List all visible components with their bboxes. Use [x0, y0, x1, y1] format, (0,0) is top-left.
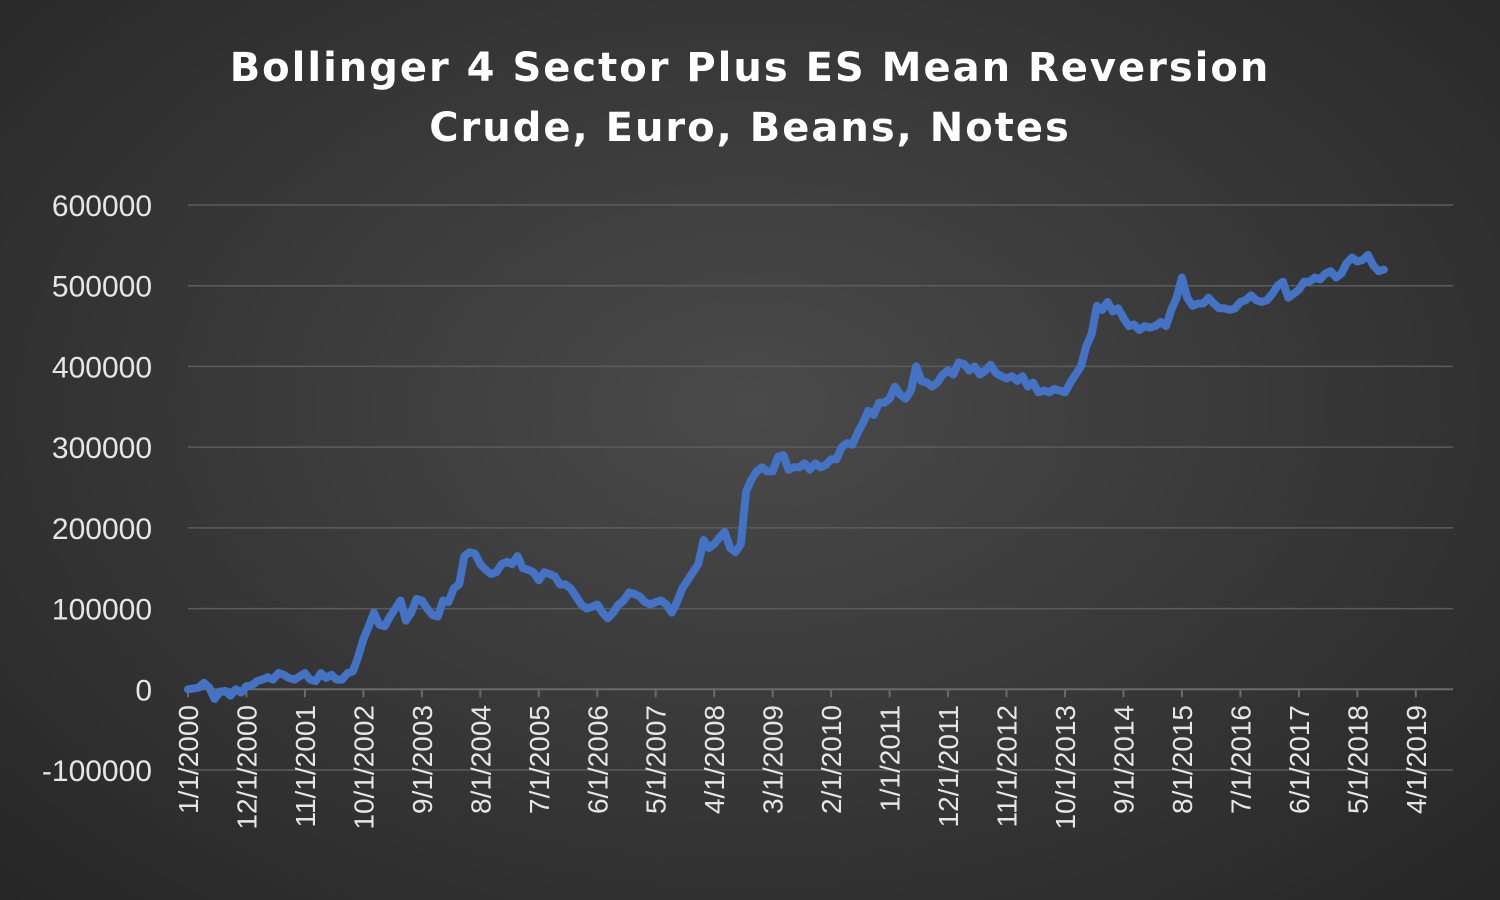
- x-tick-label: 9/1/2014: [1108, 705, 1139, 814]
- x-tick-label: 5/1/2018: [1342, 705, 1373, 814]
- x-tick-label: 8/1/2004: [465, 705, 496, 814]
- x-tick-label: 3/1/2009: [758, 705, 789, 814]
- series-layer: [184, 251, 1388, 703]
- x-tick-label: 6/1/2017: [1284, 705, 1315, 814]
- chart-title: Bollinger 4 Sector Plus ES Mean Reversio…: [0, 38, 1500, 158]
- y-tick-label: -100000: [42, 755, 152, 788]
- gridlines: [188, 204, 1453, 771]
- y-tick-label: 500000: [52, 271, 152, 304]
- x-tick-label: 7/1/2016: [1225, 705, 1256, 814]
- y-tick-label: 300000: [52, 432, 152, 465]
- x-tick-label: 7/1/2005: [524, 705, 555, 814]
- y-tick-label: 400000: [52, 351, 152, 384]
- x-tick-label: 9/1/2003: [407, 705, 438, 814]
- y-axis-ticks: 600000 500000 400000 300000 200000 100000 0 -10…: [42, 190, 152, 788]
- x-tick-label: 6/1/2006: [582, 705, 613, 814]
- y-tick-label: 100000: [52, 594, 152, 627]
- x-tick-label: 1/1/2000: [173, 705, 204, 814]
- x-tick-label: 8/1/2015: [1167, 705, 1198, 814]
- chart-title-line-2: Crude, Euro, Beans, Notes: [429, 105, 1071, 151]
- y-tick-label: 0: [135, 674, 152, 707]
- x-tick-label: 12/1/2011: [933, 705, 964, 828]
- x-tick-label: 2/1/2010: [816, 705, 847, 814]
- y-tick-label: 600000: [52, 190, 152, 223]
- x-tick-label: 11/1/2012: [992, 705, 1023, 828]
- x-tick-label: 1/1/2011: [875, 705, 906, 812]
- x-tick-label: 12/1/2000: [231, 705, 262, 830]
- chart-title-line-1: Bollinger 4 Sector Plus ES Mean Reversio…: [229, 45, 1271, 91]
- equity-curve-line: [184, 251, 1388, 703]
- x-tick-label: 10/1/2013: [1050, 705, 1081, 830]
- y-tick-label: 200000: [52, 513, 152, 546]
- x-tick-label: 4/1/2008: [699, 705, 730, 814]
- x-tick-label: 10/1/2002: [348, 705, 379, 830]
- x-tick-label: 5/1/2007: [641, 705, 672, 814]
- x-tick-label: 4/1/2019: [1401, 705, 1432, 814]
- x-tick-label: 11/1/2001: [290, 705, 321, 828]
- x-axis-ticks: 1/1/2000 12/1/2000 11/1/2001 10/1/2002 9/1/2…: [173, 689, 1432, 830]
